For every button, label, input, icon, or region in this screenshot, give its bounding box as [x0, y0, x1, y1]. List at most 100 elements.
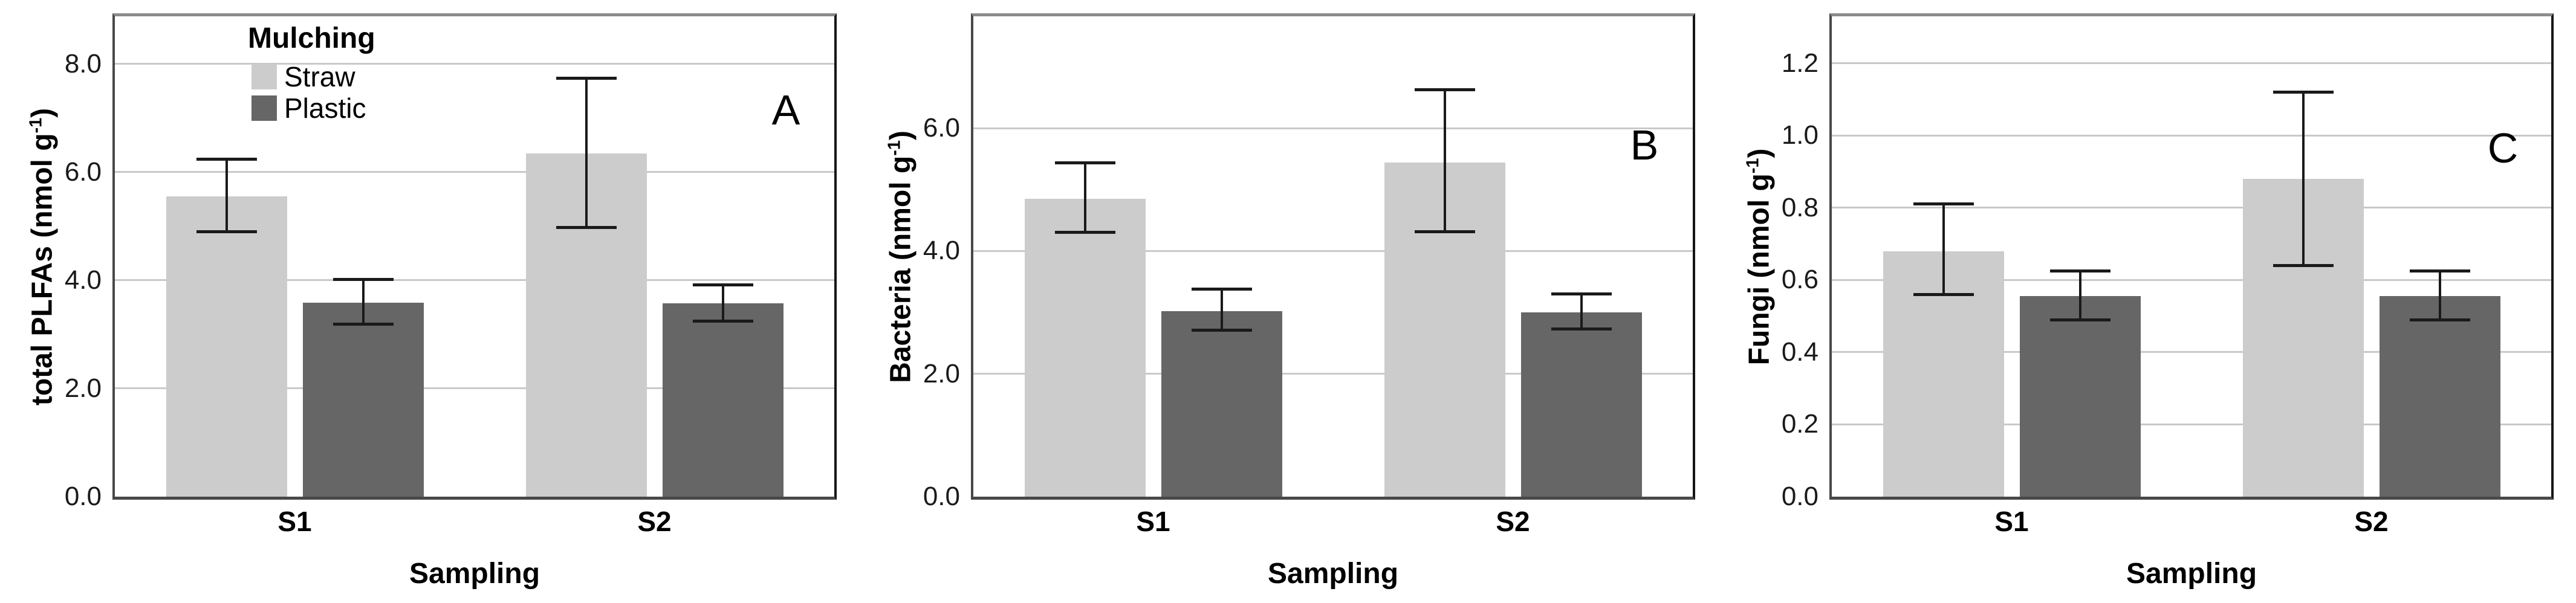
error-bar-cap	[2049, 269, 2110, 272]
error-bar-line	[1580, 294, 1583, 329]
error-bar-cap	[196, 230, 257, 233]
y-tick-label: 0.8	[1781, 192, 1818, 222]
y-tick-label: 0.2	[1781, 409, 1818, 439]
error-bar-cap	[556, 225, 617, 229]
y-tick-label: 4.0	[923, 236, 960, 266]
gridline	[1832, 279, 2551, 281]
y-axis-title-superscript: -1	[26, 117, 46, 133]
error-bar-cap	[1913, 202, 1974, 206]
x-tick-label-s1: S1	[1136, 506, 1170, 537]
y-axis-title: total PLFAs (nmol g-1)	[26, 108, 59, 405]
error-bar-cap	[1913, 292, 1974, 296]
error-bar-line	[2438, 271, 2441, 320]
x-tick-label-s1: S1	[1994, 506, 2029, 537]
y-tick-label: 2.0	[64, 373, 102, 403]
legend-title: Mulching	[248, 22, 375, 54]
gridline	[1832, 207, 2551, 209]
gridline	[115, 279, 834, 282]
x-axis-title: Sampling	[1267, 558, 1399, 590]
panel-letter-b: B	[1630, 121, 1659, 169]
gridline	[973, 127, 1693, 129]
error-bar-line	[1942, 204, 1945, 295]
y-tick-label: 2.0	[923, 358, 960, 389]
y-tick-label: 0.0	[1781, 482, 1818, 511]
error-bar-cap	[333, 322, 394, 326]
y-axis-title: Fungi (nmol g-1)	[1743, 148, 1776, 365]
x-tick-label-s1: S1	[277, 506, 312, 537]
legend-label-plastic: Plastic	[284, 92, 366, 124]
error-bar-cap	[692, 319, 753, 323]
bar-straw-s1	[166, 196, 287, 497]
y-tick-label: 1.0	[1781, 120, 1818, 150]
panel-letter-c: C	[2487, 124, 2519, 172]
bar-straw-s1	[1024, 198, 1146, 497]
error-bar-cap	[1191, 328, 1252, 332]
error-bar-cap	[2273, 91, 2334, 94]
y-axis-title-text: Bacteria (nmol g	[884, 155, 917, 383]
plot-area	[971, 13, 1695, 500]
error-bar-line	[1220, 289, 1223, 331]
gridline	[1832, 423, 2551, 425]
x-tick-label-s2: S2	[2354, 506, 2389, 537]
error-bar-cap	[2049, 318, 2110, 321]
y-tick-label: 6.0	[64, 156, 102, 187]
error-bar-cap	[1414, 88, 1475, 92]
chart-panel-c: Fungi (nmol g-1) 0.0 0.2 0.4 0.6 0.8 1.0 1.2 S1 S…	[1717, 0, 2576, 603]
x-axis-title: Sampling	[2126, 558, 2257, 590]
error-bar-line	[721, 285, 724, 321]
bar-plastic-s1	[1161, 311, 1282, 497]
error-bar-line	[1083, 163, 1086, 233]
error-bar-cap	[1551, 292, 1612, 295]
error-bar-cap	[2273, 263, 2334, 267]
gridline	[1832, 134, 2551, 137]
error-bar-cap	[196, 157, 257, 161]
gridline	[973, 250, 1693, 252]
y-tick-label: 0.6	[1781, 265, 1818, 295]
y-tick-label: 0.4	[1781, 337, 1818, 367]
y-tick-label: 8.0	[64, 48, 102, 79]
error-bar-cap	[2409, 318, 2470, 321]
error-bar-cap	[1054, 161, 1115, 165]
panel-letter-a: A	[771, 86, 800, 134]
y-tick-label: 1.2	[1781, 48, 1818, 78]
gridline	[115, 387, 834, 390]
error-bar-cap	[1414, 230, 1475, 234]
legend-swatch-plastic	[251, 95, 277, 121]
error-bar-cap	[1054, 231, 1115, 234]
x-tick-label-s2: S2	[1496, 506, 1530, 537]
error-bar-cap	[333, 278, 394, 282]
error-bar-line	[1443, 89, 1446, 232]
gridline	[1832, 351, 2551, 353]
y-axis-title-close: )	[26, 108, 59, 118]
y-tick-label: 0.0	[923, 482, 960, 511]
legend-label-straw: Straw	[284, 61, 355, 92]
gridline	[973, 373, 1693, 375]
error-bar-cap	[556, 76, 617, 80]
error-bar-line	[362, 279, 365, 324]
bar-plastic-s2	[662, 303, 784, 497]
x-axis-title: Sampling	[409, 558, 540, 590]
y-tick-label: 0.0	[64, 482, 102, 511]
bar-plastic-s1	[2019, 296, 2141, 497]
error-bar-cap	[1191, 287, 1252, 291]
x-tick-label-s2: S2	[637, 506, 672, 537]
gridline	[115, 171, 834, 173]
bar-plastic-s2	[2379, 296, 2500, 497]
chart-panel-b: Bacteria (nmol g-1) 0.0 2.0 4.0 6.0 S1 S2 B Samp…	[858, 0, 1717, 603]
error-bar-cap	[692, 283, 753, 287]
plot-area	[112, 13, 837, 500]
error-bar-line	[2302, 92, 2305, 266]
legend-swatch-straw	[251, 64, 277, 89]
error-bar-line	[585, 78, 588, 228]
gridline	[1832, 62, 2551, 65]
y-axis-title-superscript: -1	[1743, 158, 1763, 173]
bar-plastic-s2	[1520, 312, 1642, 497]
error-bar-cap	[1551, 327, 1612, 331]
error-bar-line	[225, 159, 228, 232]
error-bar-line	[2078, 271, 2081, 320]
y-tick-label: 4.0	[64, 265, 102, 295]
y-tick-label: 6.0	[923, 113, 960, 143]
plot-area	[1829, 13, 2554, 500]
bar-plastic-s1	[302, 302, 424, 497]
